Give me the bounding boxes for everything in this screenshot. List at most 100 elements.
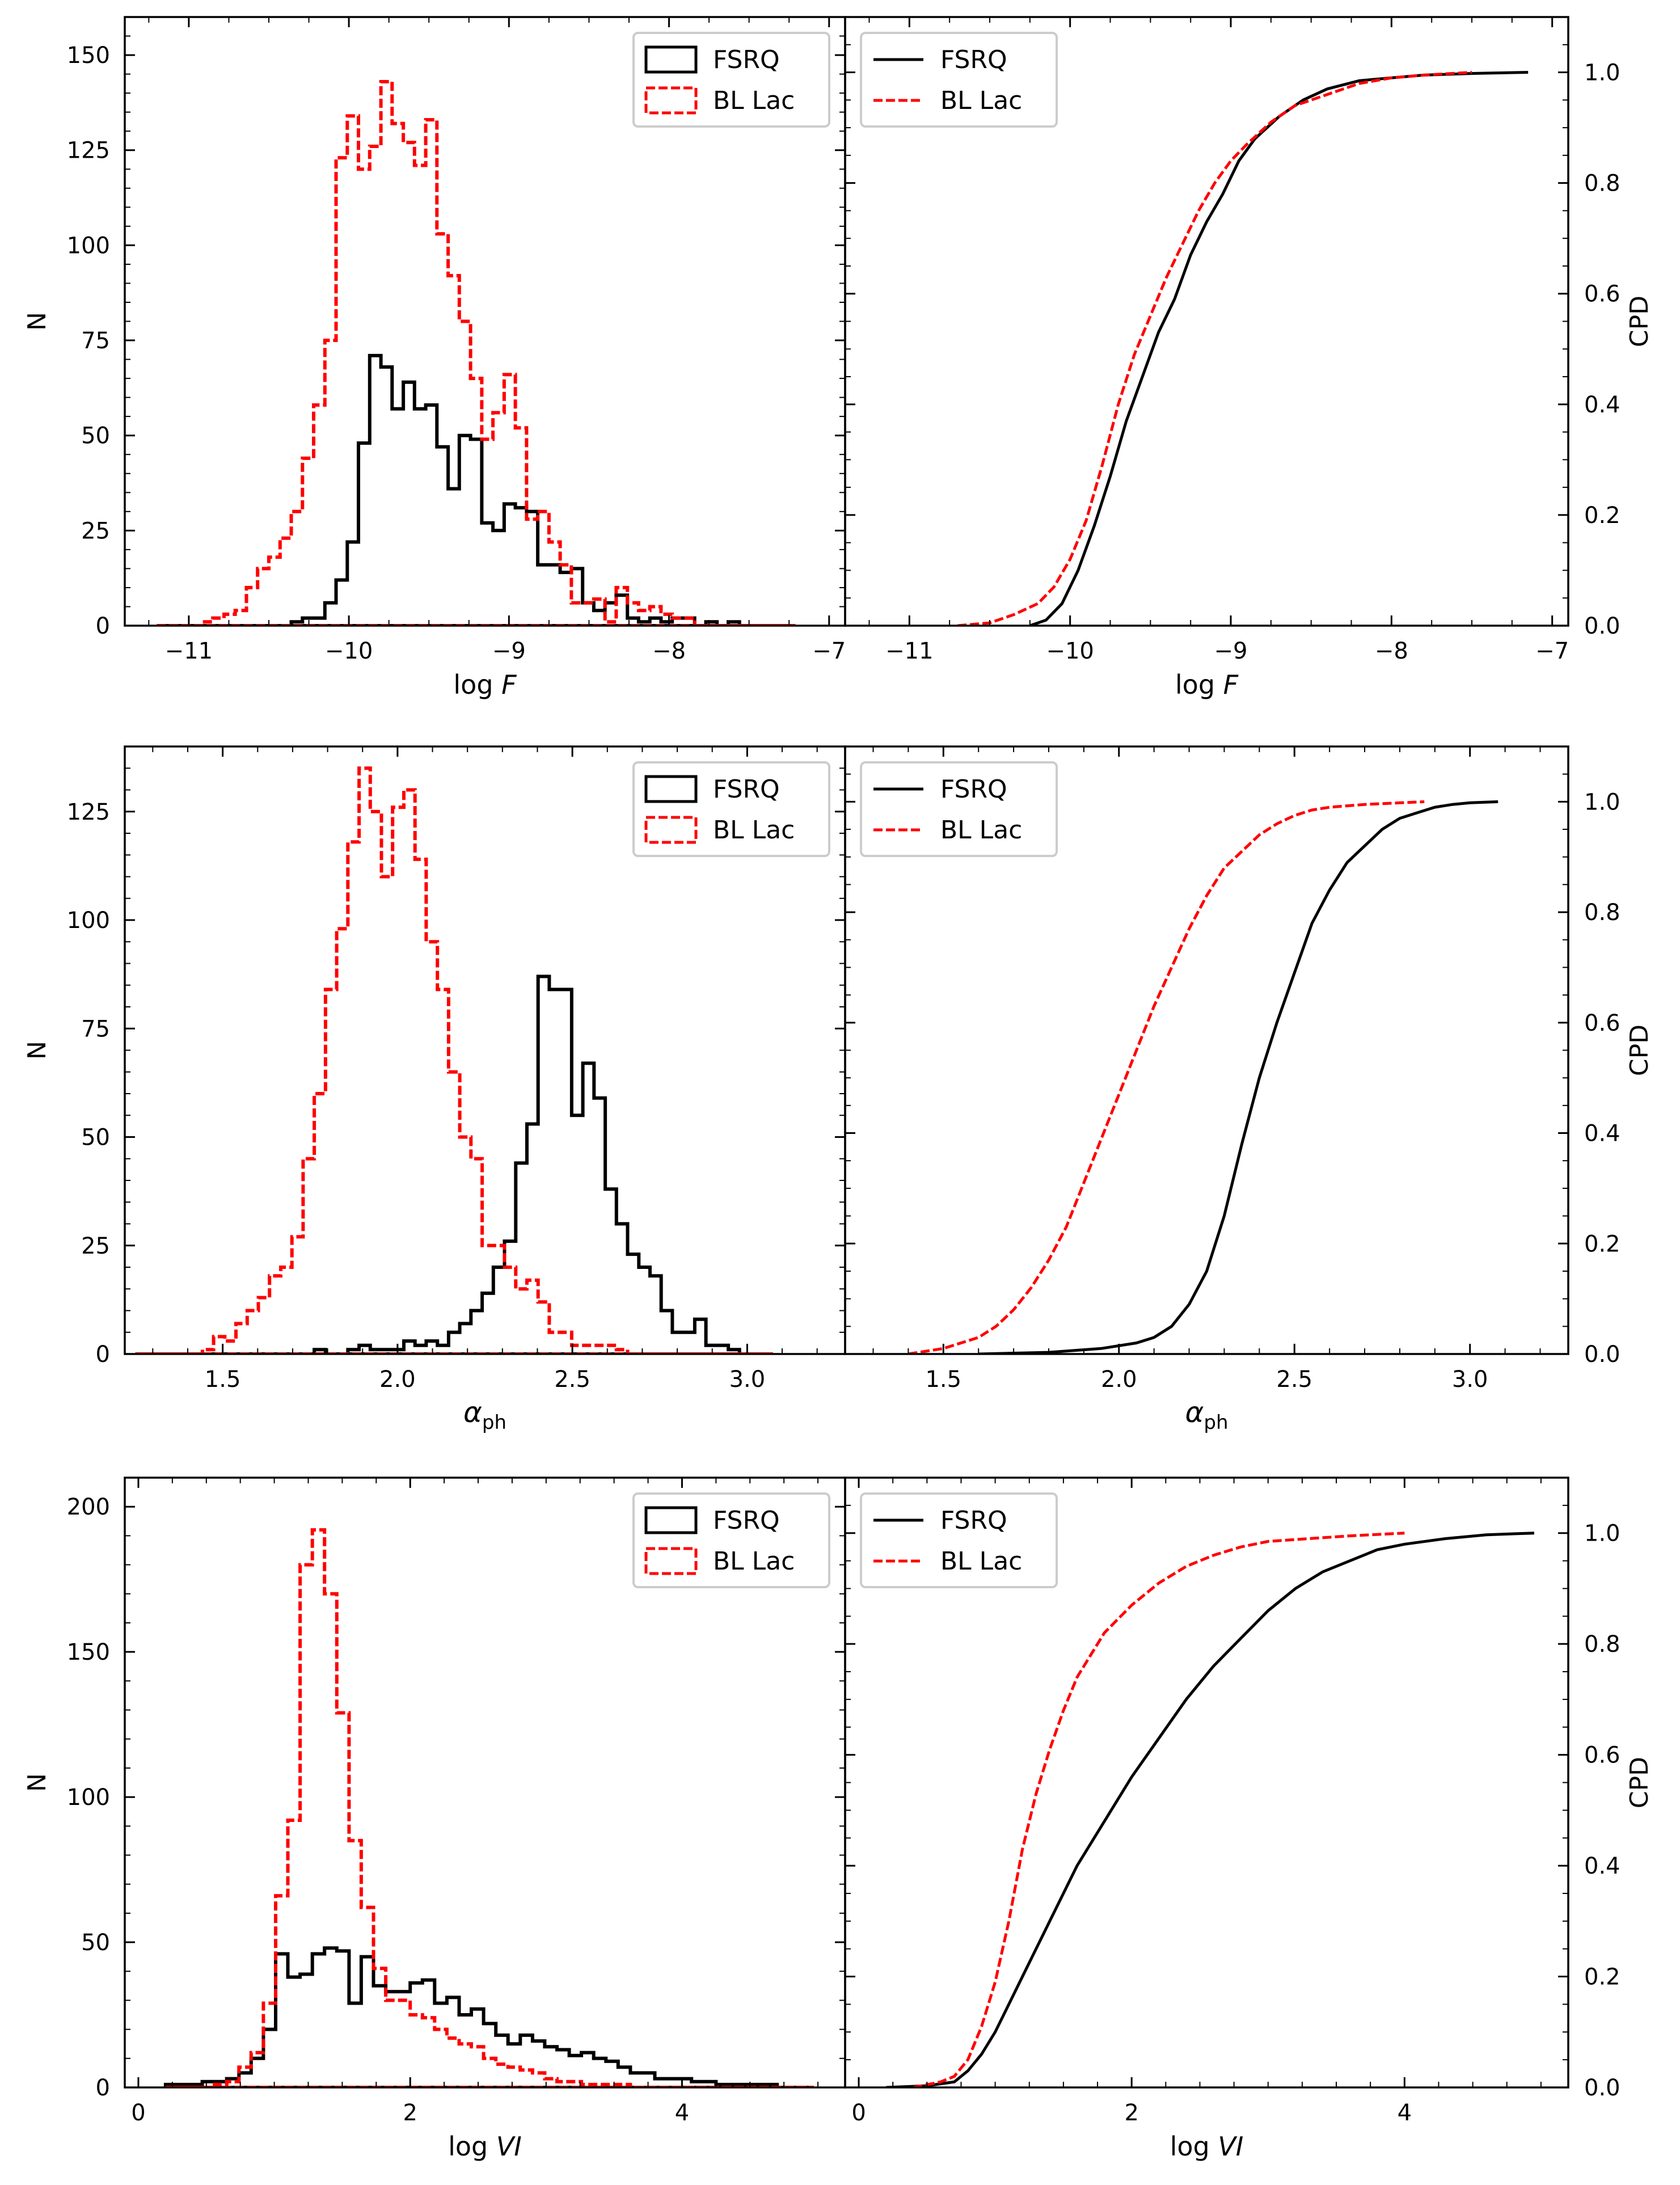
legend-fsrq-swatch — [644, 775, 698, 803]
logF-cdf-panel: −11 −10 −9 −8 −7 0.0 0.2 0.4 0.6 0.8 1.0 log F CPD FS… — [844, 16, 1654, 700]
alpha-cdf-fsrq-cdf-line — [978, 800, 1499, 1354]
logVI-cdf-fsrq-cdf-line — [886, 1532, 1534, 2087]
logVI-hist-ticks — [125, 1477, 845, 2089]
alpha-cdf-ticks — [845, 746, 1568, 1355]
alpha-hist-ylabel: N — [23, 1041, 52, 1060]
alpha-hist-bl-lac-histogram — [135, 766, 773, 1354]
y-tick-label: 0 — [96, 613, 110, 639]
logVI-cdf-panel: 0 2 4 0.0 0.2 0.4 0.6 0.8 1.0 log VI CPD FSRQ BL Lac — [844, 1477, 1654, 2162]
logF-cdf-bl-lac-cdf-line — [957, 71, 1472, 626]
x-tick-label: −8 — [652, 638, 686, 664]
legend-box — [632, 761, 830, 857]
y-tick-label: 0.4 — [1584, 1853, 1620, 1879]
y-tick-label: 0.0 — [1584, 2075, 1620, 2101]
legend-fsrq-swatch — [644, 1506, 698, 1534]
x-tick-label: 2.5 — [554, 1366, 590, 1393]
y-tick-label: 25 — [81, 518, 110, 544]
logF-hist-bl-lac-histogram — [157, 80, 796, 626]
logVI-hist-bl-lac-histogram — [165, 1528, 814, 2087]
y-tick-label: 125 — [67, 799, 110, 825]
alpha-cdf-series-group — [908, 800, 1499, 1354]
logF-cdf-xlabel: log F — [1175, 669, 1239, 700]
y-tick-label: 100 — [67, 233, 110, 259]
logVI-cdf-xlabel: log VI — [1170, 2131, 1244, 2162]
x-tick-label: 1.5 — [205, 1366, 241, 1393]
logVI-hist-panel: 0 2 4 0 50 100 150 200 log VI N FSRQ BL Lac — [23, 1477, 846, 2162]
y-tick-label: 75 — [81, 1016, 110, 1042]
legend-bllac-label: BL Lac — [713, 816, 795, 845]
x-tick-label: −11 — [165, 638, 213, 664]
y-tick-label: 0.8 — [1584, 171, 1620, 197]
legend-fsrq-label: FSRQ — [940, 45, 1007, 74]
alpha-hist-fsrq-histogram — [135, 975, 773, 1354]
alpha-hist-ticks — [125, 746, 845, 1355]
logVI-hist-ylabel: N — [23, 1773, 52, 1792]
x-tick-label: 2 — [403, 2100, 417, 2126]
x-tick-label: −10 — [1046, 638, 1094, 664]
x-tick-label: −7 — [812, 638, 846, 664]
y-tick-label: 125 — [67, 138, 110, 164]
x-tick-label: −11 — [885, 638, 933, 664]
logF-hist-series-group — [157, 80, 796, 626]
y-tick-label: 0.8 — [1584, 900, 1620, 926]
legend-bllac-label: BL Lac — [940, 86, 1022, 115]
x-tick-label: 3.0 — [729, 1366, 766, 1393]
legend-fsrq-label: FSRQ — [713, 775, 780, 804]
logF-cdf-fsrq-cdf-line — [1029, 71, 1529, 626]
y-tick-label: 0.2 — [1584, 1231, 1620, 1257]
alpha-cdf-ylabel: CPD — [1625, 1024, 1654, 1076]
y-tick-label: 100 — [67, 1785, 110, 1811]
logF-cdf-ticks — [845, 16, 1568, 627]
x-tick-label: −9 — [492, 638, 526, 664]
logVI-hist-xlabel: log VI — [448, 2131, 522, 2162]
y-tick-label: 150 — [67, 1639, 110, 1665]
x-tick-label: 0 — [851, 2100, 866, 2126]
logVI-hist-legend: FSRQ BL Lac — [632, 1492, 830, 1588]
logVI-cdf-ticks — [845, 1477, 1568, 2089]
y-tick-label: 0 — [96, 1342, 110, 1368]
y-tick-label: 0.4 — [1584, 1121, 1620, 1147]
x-tick-label: −7 — [1535, 638, 1569, 664]
logF-hist-xlabel: log F — [453, 669, 517, 700]
legend-box — [860, 761, 1058, 857]
alpha-cdf-xlabel: αph — [1185, 1396, 1228, 1434]
legend-fsrq-label: FSRQ — [940, 775, 1007, 804]
logF-hist-panel: −11 −10 −9 −8 −7 0 25 50 75 100 125 150 log F N FSRQ BL… — [23, 16, 846, 700]
y-tick-label: 50 — [81, 1930, 110, 1956]
legend-bllac-label: BL Lac — [940, 1547, 1022, 1576]
legend-fsrq-swatch — [644, 45, 698, 74]
legend-bllac-label: BL Lac — [713, 86, 795, 115]
legend-fsrq-label: FSRQ — [713, 1506, 780, 1535]
y-tick-label: 1.0 — [1584, 60, 1620, 86]
x-tick-label: −9 — [1214, 638, 1248, 664]
alpha-cdf-bl-lac-cdf-line — [908, 800, 1425, 1354]
legend-bllac-swatch — [644, 816, 698, 844]
y-tick-label: 1.0 — [1584, 789, 1620, 815]
y-tick-label: 0.2 — [1584, 503, 1620, 529]
legend-fsrq-label: FSRQ — [940, 1506, 1007, 1535]
y-tick-label: 0.2 — [1584, 1964, 1620, 1990]
logF-cdf-series-group — [957, 71, 1529, 626]
y-tick-label: 100 — [67, 908, 110, 934]
legend-bllac-label: BL Lac — [713, 1547, 795, 1576]
legend-bllac-swatch — [644, 86, 698, 115]
legend-box — [632, 32, 830, 128]
logVI-cdf-bl-lac-cdf-line — [913, 1532, 1405, 2087]
x-tick-label: 1.5 — [925, 1366, 961, 1393]
y-tick-label: 1.0 — [1584, 1521, 1620, 1547]
alpha-cdf-panel: 1.5 2.0 2.5 3.0 0.0 0.2 0.4 0.6 0.8 1.0 αph CPD FSRQ… — [844, 745, 1654, 1434]
y-tick-label: 200 — [67, 1494, 110, 1520]
logVI-cdf-legend: FSRQ BL Lac — [860, 1492, 1058, 1588]
alpha-hist-series-group — [135, 766, 773, 1354]
y-tick-label: 75 — [81, 328, 110, 354]
y-tick-label: 0.0 — [1584, 613, 1620, 639]
y-tick-label: 50 — [81, 423, 110, 449]
legend-fsrq-label: FSRQ — [713, 45, 780, 74]
y-tick-label: 0.6 — [1584, 281, 1620, 307]
x-tick-label: −8 — [1375, 638, 1408, 664]
legend-box — [860, 1492, 1058, 1588]
x-tick-label: −10 — [325, 638, 373, 664]
logVI-hist-series-group — [163, 1528, 814, 2087]
x-tick-label: 4 — [1398, 2100, 1412, 2126]
